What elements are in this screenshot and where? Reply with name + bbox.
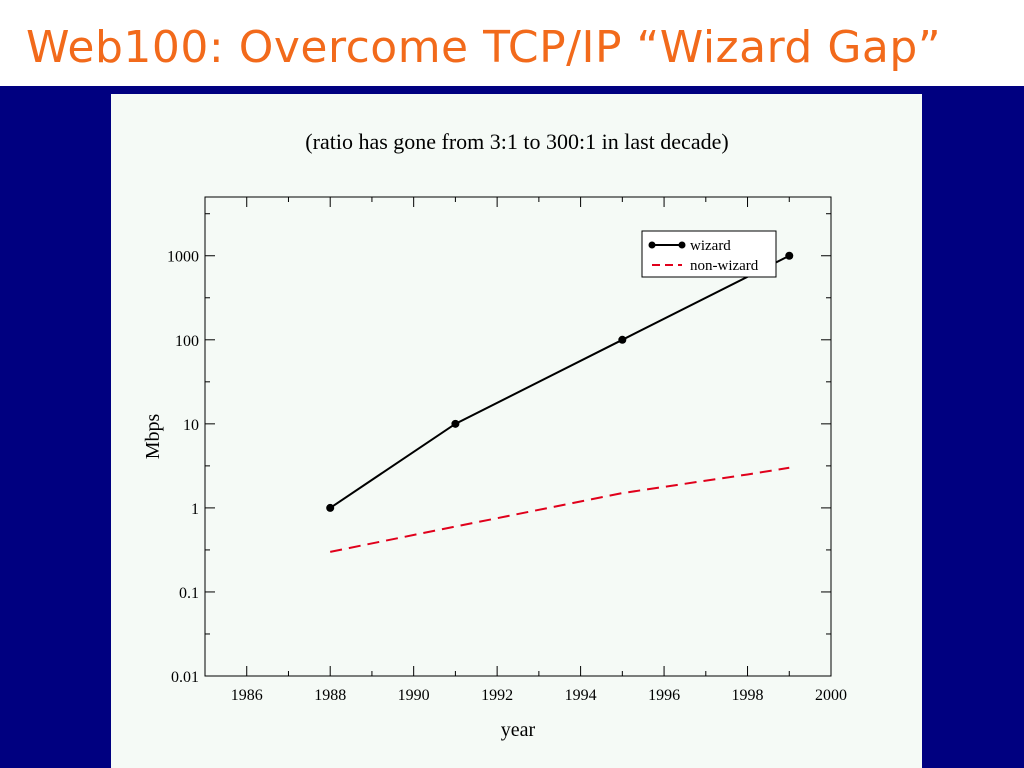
chart: (ratio has gone from 3:1 to 300:1 in las…: [142, 129, 847, 741]
x-tick-label: 1986: [231, 687, 263, 704]
legend-label-wizard: wizard: [690, 238, 731, 254]
data-point-wizard: [618, 335, 627, 344]
y-axis-label: Mbps: [142, 414, 164, 460]
legend-marker: [648, 241, 656, 249]
y-tick-label: 100: [175, 333, 199, 350]
data-point-wizard: [451, 419, 460, 428]
plot-frame: [204, 196, 832, 677]
y-axis: 0.01 0.1 1 10 100 1000: [167, 213, 831, 686]
slide-title: Web100: Overcome TCP/IP “Wizard Gap”: [26, 22, 942, 73]
series-layer: [326, 251, 794, 553]
x-tick-label: 2000: [815, 687, 847, 704]
x-tick-label: 1996: [648, 687, 680, 704]
y-tick-label: 0.1: [179, 585, 199, 602]
series-line-wizard: [329, 254, 790, 509]
x-tick-label: 1992: [481, 687, 513, 704]
chart-title: (ratio has gone from 3:1 to 300:1 in las…: [305, 129, 728, 154]
y-tick-label: 10: [183, 417, 199, 434]
y-tick-label: 0.01: [171, 669, 199, 686]
x-tick-label: 1998: [732, 687, 764, 704]
plot-panel: [111, 94, 922, 768]
legend-box: [641, 230, 777, 278]
x-axis: 1986 1988 1990 1992 1994 1996 1998 2000: [204, 197, 847, 704]
x-tick-label: 1994: [565, 687, 597, 704]
x-tick-label: 1988: [314, 687, 346, 704]
x-tick-label: 1990: [398, 687, 430, 704]
x-axis-label: year: [501, 719, 536, 741]
y-tick-label: 1: [191, 501, 199, 518]
y-tick-label: 1000: [167, 249, 199, 266]
data-point-wizard: [785, 251, 794, 260]
legend-label-non-wizard: non-wizard: [690, 258, 759, 274]
legend: wizard non-wizard: [641, 230, 777, 278]
legend-marker: [678, 241, 686, 249]
data-point-wizard: [326, 503, 335, 512]
series-line-non-wizard: [330, 466, 790, 553]
